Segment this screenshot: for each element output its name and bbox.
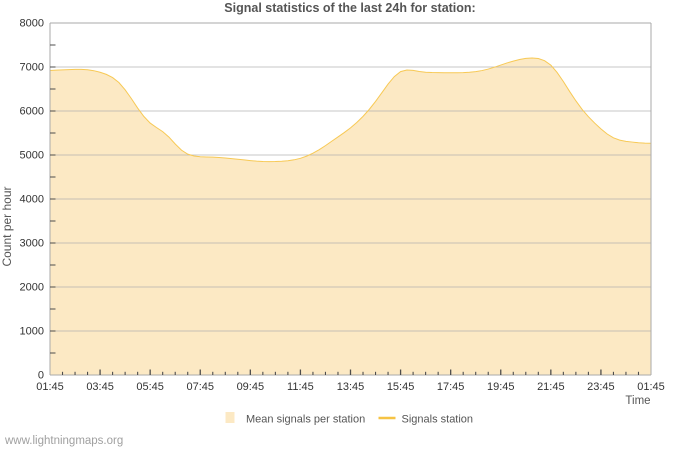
svg-text:03:45: 03:45 [86, 381, 114, 393]
svg-text:21:45: 21:45 [537, 381, 565, 393]
svg-text:23:45: 23:45 [587, 381, 615, 393]
svg-text:09:45: 09:45 [237, 381, 265, 393]
svg-text:17:45: 17:45 [437, 381, 465, 393]
svg-text:01:45: 01:45 [637, 381, 665, 393]
svg-text:6000: 6000 [20, 106, 44, 118]
svg-text:07:45: 07:45 [186, 381, 214, 393]
svg-text:3000: 3000 [20, 238, 44, 250]
svg-text:Signal statistics of the last: Signal statistics of the last 24h for st… [224, 1, 475, 15]
svg-text:www.lightningmaps.org: www.lightningmaps.org [4, 435, 123, 447]
svg-text:8000: 8000 [20, 18, 44, 30]
svg-text:1000: 1000 [20, 326, 44, 338]
svg-text:19:45: 19:45 [487, 381, 515, 393]
svg-text:15:45: 15:45 [387, 381, 415, 393]
svg-text:0: 0 [38, 370, 44, 382]
svg-text:11:45: 11:45 [287, 381, 314, 393]
svg-text:Count per hour: Count per hour [0, 186, 14, 266]
svg-text:Time: Time [625, 395, 650, 407]
svg-text:13:45: 13:45 [337, 381, 365, 393]
svg-text:5000: 5000 [20, 150, 44, 162]
svg-text:7000: 7000 [20, 62, 44, 74]
svg-text:4000: 4000 [20, 194, 44, 206]
svg-text:05:45: 05:45 [136, 381, 164, 393]
svg-text:01:45: 01:45 [36, 381, 64, 393]
svg-text:Mean signals per station: Mean signals per station [246, 414, 365, 426]
svg-text:2000: 2000 [20, 282, 44, 294]
svg-text:Signals station: Signals station [402, 414, 474, 426]
